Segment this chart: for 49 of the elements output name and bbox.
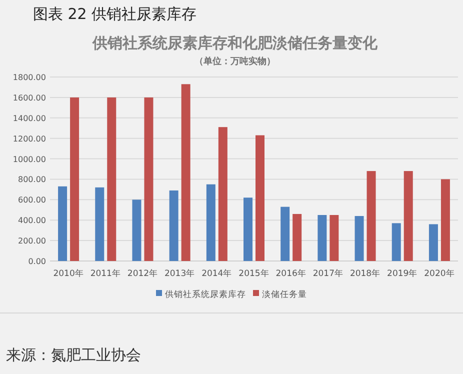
x-tick-label: 2011年 — [90, 268, 121, 279]
y-tick-label: 600.00 — [18, 196, 46, 205]
y-tick-label: 1200.00 — [12, 134, 46, 144]
chart-subtitle: （单位：万吨实物） — [194, 56, 276, 67]
x-tick-label: 2017年 — [312, 268, 344, 279]
bar — [169, 190, 178, 261]
bar — [330, 215, 339, 261]
bar — [318, 215, 327, 261]
bar — [70, 97, 80, 261]
bar — [354, 216, 364, 261]
bar — [58, 186, 68, 261]
y-tick-label: 1000.00 — [12, 154, 46, 164]
bar — [256, 135, 264, 261]
x-tick-label: 2015年 — [238, 268, 270, 279]
bar — [206, 184, 216, 261]
x-tick-label: 2020年 — [424, 268, 455, 279]
x-tick-label: 2012年 — [127, 268, 158, 279]
bar — [366, 171, 376, 261]
bar — [144, 97, 154, 261]
bar — [132, 200, 142, 261]
x-tick-label: 2010年 — [53, 268, 84, 279]
y-tick-label: 1800.00 — [12, 73, 46, 82]
bar — [244, 198, 252, 261]
chart-title: 供销社系统尿素库存和化肥淡储任务量变化 — [92, 34, 378, 52]
bar — [280, 206, 290, 261]
bar — [181, 84, 190, 261]
y-tick-label: 400.00 — [18, 216, 46, 226]
x-tick-label: 2018年 — [350, 268, 381, 279]
y-tick-label: 1400.00 — [12, 114, 46, 123]
bar — [292, 214, 302, 261]
y-tick-label: 0.00 — [28, 257, 46, 266]
x-tick-label: 2016年 — [276, 268, 306, 279]
text: 图表 22 供销社尿素库存 — [33, 5, 197, 23]
legend-label: 供销社系统尿素库存 — [165, 289, 246, 300]
bar — [218, 127, 228, 261]
x-tick-label: 2014年 — [202, 268, 232, 279]
y-tick-label: 800.00 — [18, 175, 46, 184]
x-tick-label: 2019年 — [387, 268, 418, 279]
source-note: 来源：氮肥工业协会 — [6, 346, 141, 364]
legend-label: 淡储任务量 — [262, 289, 307, 300]
bar — [392, 223, 401, 261]
y-tick-label: 200.00 — [18, 236, 46, 246]
bar — [95, 187, 104, 261]
x-tick-label: 2013年 — [164, 268, 196, 279]
bar — [404, 171, 413, 261]
bar — [428, 224, 438, 261]
bar — [107, 97, 116, 261]
bar — [440, 179, 450, 261]
y-tick-label: 1600.00 — [12, 93, 46, 102]
